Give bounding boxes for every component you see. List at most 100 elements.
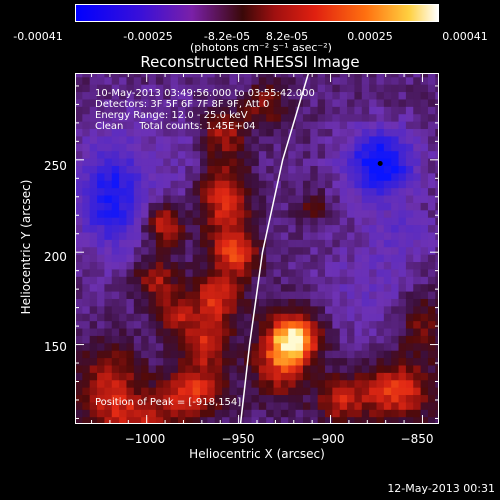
heatmap-cell	[369, 313, 378, 322]
heatmap-cell	[398, 335, 407, 344]
heatmap-cell	[214, 276, 223, 285]
heatmap-cell	[104, 401, 113, 410]
heatmap-cell	[280, 409, 289, 418]
heatmap-cell	[325, 387, 333, 396]
heatmap-cell	[361, 98, 370, 107]
heatmap-cell	[266, 261, 275, 270]
heatmap-cell	[391, 313, 400, 322]
heatmap-cell	[266, 246, 275, 255]
heatmap-cell	[251, 283, 260, 292]
heatmap-cell	[383, 135, 392, 144]
heatmap-cell	[177, 121, 186, 130]
heatmap-cell	[97, 372, 106, 381]
heatmap-cell	[317, 254, 326, 263]
heatmap-cell	[376, 76, 385, 85]
heatmap-cell	[369, 157, 378, 166]
heatmap-cell	[126, 239, 135, 248]
heatmap-cell	[104, 261, 113, 270]
heatmap-cell	[383, 416, 392, 424]
heatmap-cell	[111, 268, 120, 277]
heatmap-cell	[383, 350, 392, 359]
heatmap-cell	[111, 246, 120, 255]
heatmap-cell	[435, 394, 439, 403]
heatmap-cell	[435, 305, 439, 314]
heatmap-cell	[251, 172, 260, 181]
heatmap-cell	[288, 91, 297, 100]
heatmap-cell	[391, 268, 400, 277]
heatmap-cell	[75, 113, 83, 122]
heatmap-cell	[398, 320, 407, 329]
heatmap-cell	[251, 379, 260, 388]
heatmap-cell	[244, 239, 253, 248]
heatmap-cell	[427, 394, 436, 403]
heatmap-cell	[435, 106, 439, 115]
heatmap-cell	[89, 320, 98, 329]
heatmap-cell	[185, 261, 194, 270]
heatmap-cell	[273, 106, 282, 115]
heatmap-cell	[266, 172, 275, 181]
heatmap-cell	[133, 239, 142, 248]
heatmap-cell	[427, 327, 436, 336]
heatmap-cell	[427, 150, 436, 159]
heatmap-cell	[361, 283, 370, 292]
heatmap-cell	[398, 350, 407, 359]
heatmap-cell	[177, 394, 186, 403]
heatmap-cell	[347, 283, 356, 292]
heatmap-cell	[155, 335, 164, 344]
heatmap-cell	[347, 387, 356, 396]
heatmap-cell	[347, 298, 356, 307]
heatmap-cell	[435, 135, 439, 144]
heatmap-cell	[435, 113, 439, 122]
heatmap-cell	[89, 305, 98, 314]
heatmap-cell	[236, 209, 245, 218]
heatmap-cell	[251, 372, 260, 381]
heatmap-cell	[104, 231, 113, 240]
heatmap-cell	[170, 364, 179, 373]
heatmap-cell	[126, 121, 135, 130]
heatmap-cell	[185, 187, 194, 196]
heatmap-cell	[258, 305, 267, 314]
heatmap-cell	[185, 305, 194, 314]
heatmap-cell	[170, 224, 179, 233]
heatmap-cell	[155, 261, 164, 270]
heatmap-cell	[97, 409, 106, 418]
heatmap-cell	[82, 73, 91, 78]
heatmap-cell	[119, 298, 128, 307]
heatmap-cell	[310, 401, 319, 410]
heatmap-cell	[133, 409, 142, 418]
heatmap-cell	[222, 128, 231, 137]
heatmap-cell	[295, 409, 304, 418]
heatmap-cell	[427, 113, 436, 122]
heatmap-cell	[391, 379, 400, 388]
heatmap-cell	[133, 143, 142, 152]
heatmap-cell	[317, 180, 326, 189]
heatmap-cell	[200, 276, 208, 285]
heatmap-cell	[339, 98, 348, 107]
heatmap-cell	[361, 180, 370, 189]
x-tick-label: −950	[221, 432, 255, 446]
heatmap-cell	[435, 224, 439, 233]
heatmap-cell	[405, 165, 414, 174]
heatmap-cell	[177, 372, 186, 381]
heatmap-cell	[222, 84, 231, 93]
heatmap-cell	[435, 379, 439, 388]
heatmap-cell	[75, 84, 83, 93]
heatmap-cell	[383, 84, 392, 93]
heatmap-cell	[207, 150, 216, 159]
heatmap-cell	[82, 261, 91, 270]
heatmap-cell	[398, 121, 407, 130]
heatmap-cell	[383, 305, 392, 314]
heatmap-cell	[163, 194, 172, 203]
heatmap-cell	[177, 172, 186, 181]
heatmap-cell	[141, 128, 150, 137]
heatmap-cell	[177, 135, 186, 144]
heatmap-cell	[133, 313, 142, 322]
heatmap-cell	[273, 121, 282, 130]
heatmap-cell	[413, 143, 422, 152]
heatmap-cell	[347, 254, 356, 263]
heatmap-cell	[325, 246, 333, 255]
heatmap-cell	[398, 187, 407, 196]
heatmap-cell	[332, 98, 341, 107]
heatmap-cell	[104, 98, 113, 107]
heatmap-cell	[420, 305, 429, 314]
